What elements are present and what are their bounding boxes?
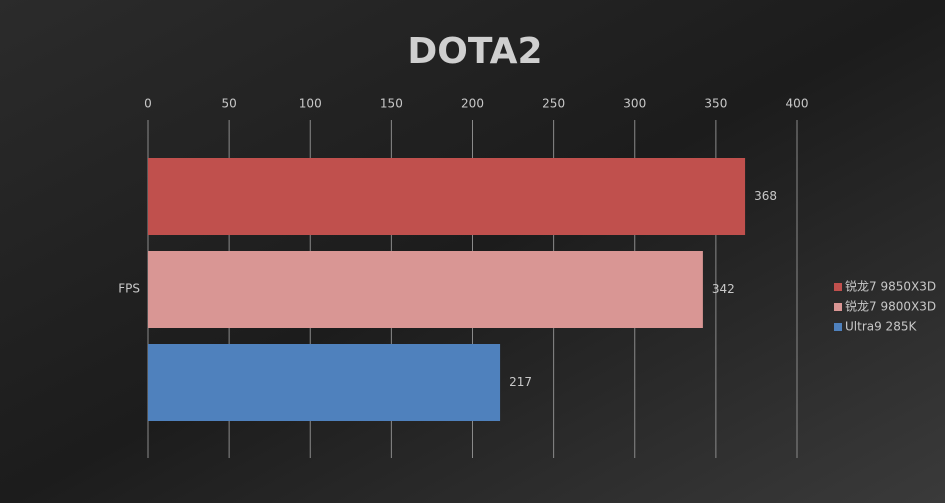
- data-label: 368: [754, 189, 777, 203]
- bar: [148, 251, 703, 328]
- data-label: 217: [509, 375, 532, 389]
- legend-label: 锐龙7 9850X3D: [845, 280, 936, 294]
- x-tick-label: 0: [144, 97, 152, 111]
- legend-swatch: [834, 323, 842, 331]
- chart-title: DOTA2: [407, 31, 542, 72]
- x-tick-label: 50: [221, 97, 236, 111]
- legend-label: 锐龙7 9800X3D: [845, 300, 936, 314]
- x-tick-label: 200: [461, 97, 484, 111]
- x-tick-label: 250: [542, 97, 565, 111]
- x-tick-label: 300: [623, 97, 646, 111]
- bar: [148, 158, 746, 235]
- bar: [148, 344, 501, 421]
- legend-swatch: [834, 283, 842, 291]
- x-tick-label: 350: [704, 97, 727, 111]
- legend-swatch: [834, 303, 842, 311]
- legend-label: Ultra9 285K: [845, 320, 917, 334]
- y-tick-label: FPS: [118, 282, 140, 296]
- x-tick-label: 100: [299, 97, 322, 111]
- x-tick-label: 400: [786, 97, 809, 111]
- x-tick-label: 150: [380, 97, 403, 111]
- data-label: 342: [712, 282, 735, 296]
